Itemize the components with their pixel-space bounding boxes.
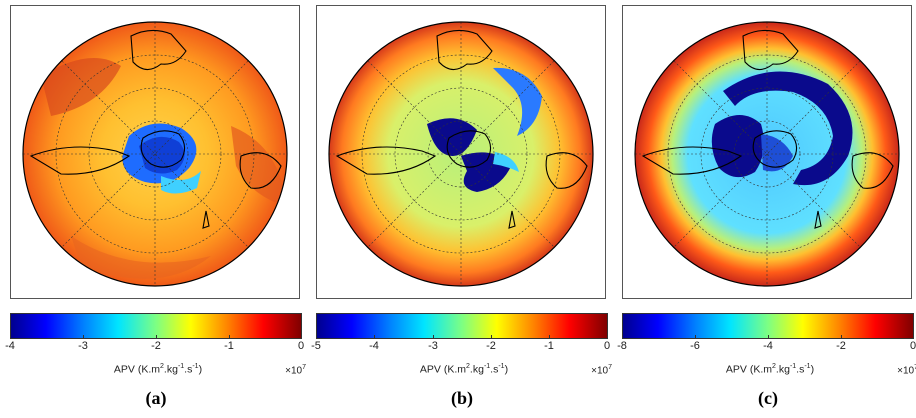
colorbar-exponent-a: ×107 [285, 364, 306, 377]
tick-label: -2 [836, 340, 846, 352]
tick-label: 0 [603, 340, 611, 352]
polar-vortex-b [427, 118, 477, 156]
panel-c: -8 -6 -4 -2 0 APV (K.m2.kg-1.s-1) ×107 (… [617, 0, 916, 418]
map-svg-b [328, 21, 594, 287]
colorbar-exponent-b: ×107 [591, 364, 612, 377]
colorbar-exponent-c: ×107 [897, 364, 916, 377]
colorbar-c [622, 313, 914, 339]
tick-label: -4 [763, 340, 773, 352]
tick-label: -4 [369, 340, 379, 352]
tick-label: -1 [544, 340, 554, 352]
lat-lon-grid-c [635, 22, 899, 286]
lat-lon-grid-b [329, 22, 593, 286]
tick-label: 0 [909, 340, 916, 352]
colorbar-ticks-a: -4 -3 -2 -1 0 [5, 335, 305, 353]
tick-label: -5 [311, 340, 321, 352]
tick-label: 0 [297, 340, 305, 352]
polar-map-c [622, 5, 912, 299]
map-svg-a [22, 21, 288, 287]
colorbar-ticks-c: -8 -6 -4 -2 0 [617, 335, 916, 353]
tick-label: -4 [5, 340, 15, 352]
colorbar-b [316, 313, 608, 339]
coastlines-b [335, 29, 588, 229]
panel-letter-b: (b) [451, 388, 473, 408]
colorbar-axis-label-b: APV (K.m2.kg-1.s-1) [419, 363, 509, 376]
tick-label: -2 [151, 340, 161, 352]
coastlines-c [641, 29, 894, 229]
colorbar-axis-label-a: APV (K.m2.kg-1.s-1) [113, 363, 203, 376]
tick-label: -3 [78, 340, 88, 352]
tick-label: -1 [224, 340, 234, 352]
tick-label: -2 [486, 340, 496, 352]
polar-map-b [316, 5, 606, 299]
panel-letter-a: (a) [145, 388, 167, 408]
coastlines-a [29, 29, 282, 229]
polar-map-a [10, 5, 300, 299]
panel-a: -4 -3 -2 -1 0 APV (K.m2.kg-1.s-1) ×107 (… [5, 0, 306, 418]
polar-vortex-c [723, 71, 853, 186]
panel-letter-c: (c) [758, 388, 778, 408]
colorbar-ticks-b: -5 -4 -3 -2 -1 0 [311, 335, 611, 353]
tick-label: -6 [690, 340, 700, 352]
lat-lon-grid-a [23, 22, 287, 286]
panel-b: -5 -4 -3 -2 -1 0 APV (K.m2.kg-1.s-1) ×10… [311, 0, 612, 418]
tick-label: -8 [617, 340, 627, 352]
map-svg-c [634, 21, 900, 287]
tick-label: -3 [428, 340, 438, 352]
colorbar-axis-label-c: APV (K.m2.kg-1.s-1) [725, 363, 815, 376]
